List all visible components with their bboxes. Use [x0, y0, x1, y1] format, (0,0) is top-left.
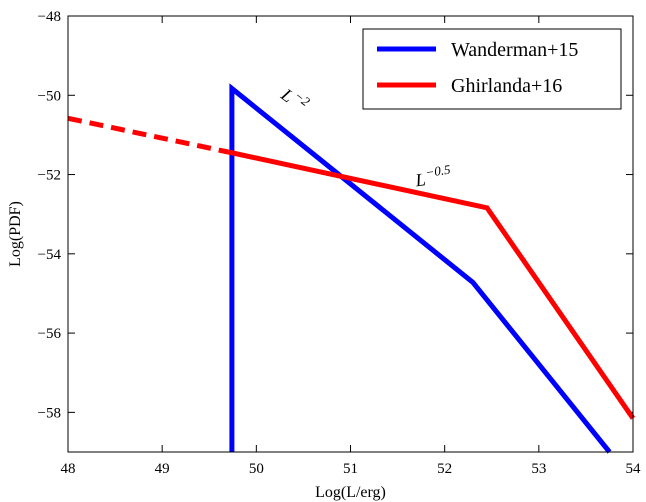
annotation-l-minus-0.5: L −0.5 [413, 162, 452, 191]
x-tick-label: 53 [531, 461, 546, 477]
series-1-line [227, 149, 636, 420]
legend-label-wanderman: Wanderman+15 [451, 39, 578, 61]
x-axis-label: Log(L/erg) [315, 484, 386, 501]
y-tick-label: −56 [38, 326, 62, 342]
y-tick-label: −50 [38, 88, 61, 104]
y-tick-label: −48 [38, 9, 61, 25]
y-tick-label: −58 [38, 405, 61, 421]
legend-label-ghirlanda: Ghirlanda+16 [451, 75, 562, 97]
series [67, 83, 636, 454]
x-tick-label: 54 [626, 461, 642, 477]
series-0-line [229, 83, 612, 454]
x-tick-label: 49 [155, 461, 170, 477]
legend-box [362, 28, 622, 110]
ticks: 48 49 50 51 52 53 54 −48 −50 −52 −54 −56 −58 [38, 9, 641, 477]
x-tick-label: 52 [437, 461, 452, 477]
y-axis-label: Log(PDF) [7, 201, 24, 267]
y-tick-label: −52 [38, 168, 61, 184]
plot-frame [67, 15, 634, 453]
x-tick-label: 51 [343, 461, 358, 477]
annotation-l-minus-0.5-base: L [413, 169, 427, 190]
x-tick-label: 50 [249, 461, 264, 477]
legend: Wanderman+15 Ghirlanda+16 [362, 28, 622, 110]
x-tick-label: 48 [61, 461, 76, 477]
y-tick-label: −54 [38, 247, 62, 263]
series-1-dashed-extension [67, 115, 229, 155]
annotation-l-minus-0.5-exponent: −0.5 [425, 162, 452, 180]
